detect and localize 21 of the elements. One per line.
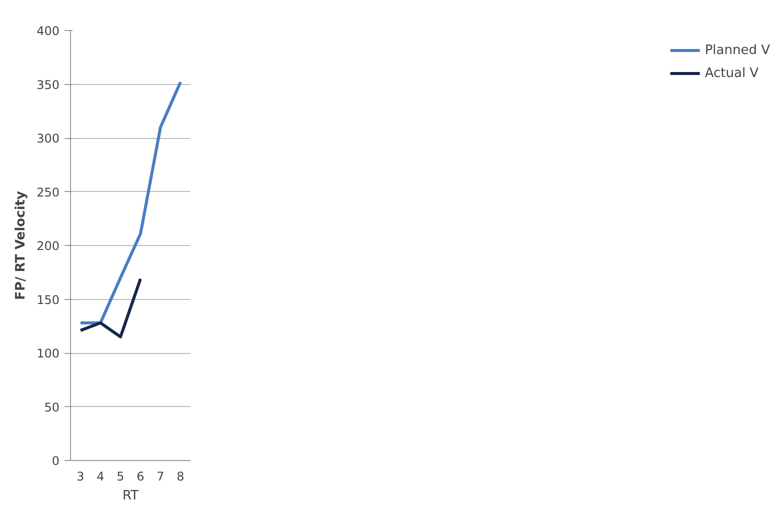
x-axis-title: RT (122, 488, 139, 504)
line-series (79, 277, 142, 338)
x-tick-label: 6 (136, 470, 144, 484)
y-tick-label: 400 (36, 24, 60, 38)
x-tick-label: 4 (96, 470, 104, 484)
y-tick-label: 300 (36, 132, 60, 146)
y-tick-label: 50 (44, 400, 60, 414)
y-tick-label: 200 (36, 239, 60, 253)
y-tick-label: 0 (52, 454, 60, 468)
x-tick-label: 5 (116, 470, 124, 484)
legend-label: Planned V (704, 42, 770, 58)
y-tick-label: 350 (36, 78, 60, 92)
legend-label: Actual V (704, 66, 759, 80)
y-tick-label: 150 (36, 292, 60, 307)
x-tick-label: 3 (76, 470, 84, 484)
y-tick-label: 100 (36, 346, 60, 360)
x-tick-label: 8 (176, 470, 184, 484)
x-tick-label: 7 (156, 470, 164, 484)
y-axis-title: FP/ RT Velocity (14, 190, 29, 300)
line-series (79, 80, 182, 324)
y-tick-label: 250 (36, 185, 60, 200)
